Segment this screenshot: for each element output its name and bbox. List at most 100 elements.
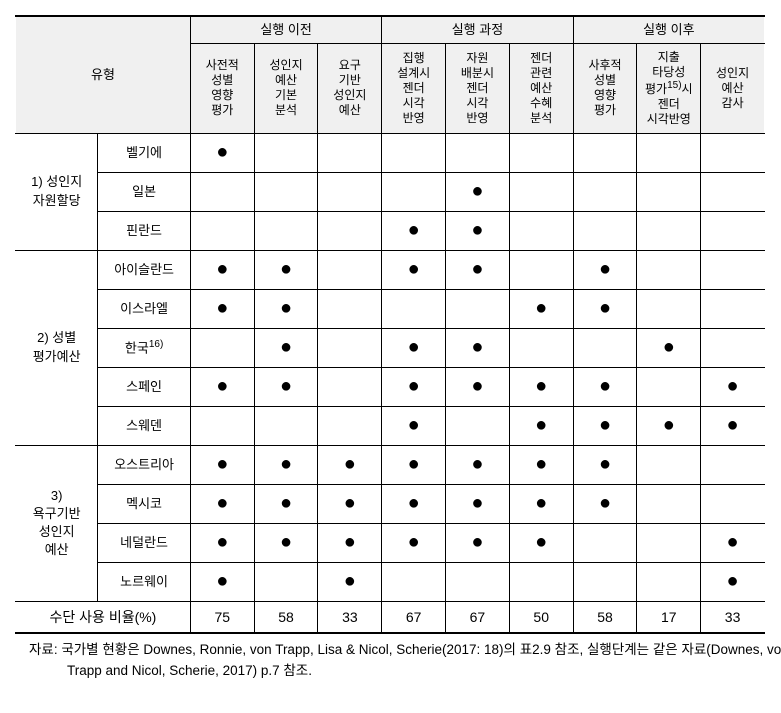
mark-cell: ● bbox=[318, 523, 382, 562]
country-cell: 핀란드 bbox=[98, 211, 191, 250]
mark-cell bbox=[637, 484, 701, 523]
mark-cell bbox=[573, 562, 637, 601]
dot-icon: ● bbox=[727, 375, 739, 397]
dot-icon: ● bbox=[216, 141, 228, 163]
mark-cell bbox=[509, 211, 573, 250]
mark-cell: ● bbox=[573, 445, 637, 484]
mark-cell bbox=[509, 172, 573, 211]
mark-cell bbox=[254, 211, 318, 250]
column-header: 성인지예산기본분석 bbox=[254, 43, 318, 133]
mark-cell: ● bbox=[509, 445, 573, 484]
mark-cell: ● bbox=[446, 328, 510, 367]
mark-cell bbox=[637, 289, 701, 328]
table-row: 멕시코●●●●●●● bbox=[16, 484, 765, 523]
mark-cell: ● bbox=[446, 445, 510, 484]
header-phase-after: 실행 이후 bbox=[573, 16, 764, 43]
mark-cell: ● bbox=[190, 484, 254, 523]
mark-cell bbox=[637, 445, 701, 484]
header-phase-before: 실행 이전 bbox=[190, 16, 381, 43]
mark-cell bbox=[254, 172, 318, 211]
dot-icon: ● bbox=[344, 570, 356, 592]
mark-cell bbox=[318, 367, 382, 406]
mark-cell: ● bbox=[637, 328, 701, 367]
table-row: 한국16)●●●● bbox=[16, 328, 765, 367]
mark-cell bbox=[254, 562, 318, 601]
mark-cell: ● bbox=[573, 250, 637, 289]
mark-cell bbox=[318, 328, 382, 367]
mark-cell: ● bbox=[701, 562, 765, 601]
mark-cell: ● bbox=[509, 406, 573, 445]
mark-cell bbox=[637, 367, 701, 406]
percent-value: 67 bbox=[446, 601, 510, 633]
table-row: 스페인●●●●●●● bbox=[16, 367, 765, 406]
dot-icon: ● bbox=[471, 453, 483, 475]
dot-icon: ● bbox=[599, 297, 611, 319]
table-row: 이스라엘●●●● bbox=[16, 289, 765, 328]
mark-cell bbox=[701, 211, 765, 250]
dot-icon: ● bbox=[663, 336, 675, 358]
table-body: 1) 성인지자원할당벨기에●일본●핀란드●●2) 성별평가예산아이슬란드●●●●… bbox=[16, 133, 765, 633]
mark-cell: ● bbox=[190, 250, 254, 289]
column-header: 집행설계시젠더시각반영 bbox=[382, 43, 446, 133]
mark-cell bbox=[573, 172, 637, 211]
dot-icon: ● bbox=[535, 414, 547, 436]
mark-cell bbox=[509, 328, 573, 367]
mark-cell: ● bbox=[254, 250, 318, 289]
mark-cell: ● bbox=[573, 367, 637, 406]
dot-icon: ● bbox=[471, 219, 483, 241]
percent-value: 17 bbox=[637, 601, 701, 633]
mark-cell: ● bbox=[382, 406, 446, 445]
dot-icon: ● bbox=[599, 375, 611, 397]
mark-cell bbox=[637, 133, 701, 172]
mark-cell bbox=[318, 172, 382, 211]
country-cell: 한국16) bbox=[98, 328, 191, 367]
mark-cell bbox=[573, 328, 637, 367]
mark-cell bbox=[254, 406, 318, 445]
mark-cell bbox=[637, 172, 701, 211]
mark-cell bbox=[637, 523, 701, 562]
mark-cell: ● bbox=[190, 367, 254, 406]
dot-icon: ● bbox=[471, 492, 483, 514]
mark-cell bbox=[318, 250, 382, 289]
source-citation: 자료: 국가별 현황은 Downes, Ronnie, von Trapp, L… bbox=[53, 640, 781, 682]
mark-cell: ● bbox=[318, 445, 382, 484]
mark-cell: ● bbox=[382, 211, 446, 250]
mark-cell bbox=[446, 562, 510, 601]
mark-cell: ● bbox=[573, 406, 637, 445]
mark-cell bbox=[637, 562, 701, 601]
mark-cell: ● bbox=[382, 484, 446, 523]
dot-icon: ● bbox=[535, 492, 547, 514]
dot-icon: ● bbox=[535, 531, 547, 553]
mark-cell bbox=[701, 172, 765, 211]
mark-cell: ● bbox=[318, 562, 382, 601]
percent-value: 33 bbox=[701, 601, 765, 633]
mark-cell bbox=[701, 250, 765, 289]
mark-cell bbox=[573, 523, 637, 562]
dot-icon: ● bbox=[280, 336, 292, 358]
mark-cell bbox=[382, 172, 446, 211]
column-header: 사전적성별영향평가 bbox=[190, 43, 254, 133]
mark-cell bbox=[382, 289, 446, 328]
column-header: 지출타당성평가15)시젠더시각반영 bbox=[637, 43, 701, 133]
dot-icon: ● bbox=[280, 375, 292, 397]
dot-icon: ● bbox=[408, 531, 420, 553]
mark-cell: ● bbox=[254, 289, 318, 328]
mark-cell: ● bbox=[509, 367, 573, 406]
type-group-label: 2) 성별평가예산 bbox=[16, 250, 98, 445]
mark-cell: ● bbox=[509, 484, 573, 523]
header-phase-during: 실행 과정 bbox=[382, 16, 573, 43]
dot-icon: ● bbox=[408, 414, 420, 436]
dot-icon: ● bbox=[535, 297, 547, 319]
source-text: 국가별 현황은 Downes, Ronnie, von Trapp, Lisa … bbox=[61, 642, 781, 678]
mark-cell bbox=[190, 328, 254, 367]
column-header: 성인지예산감사 bbox=[701, 43, 765, 133]
mark-cell bbox=[701, 445, 765, 484]
type-group-label: 1) 성인지자원할당 bbox=[16, 133, 98, 250]
dot-icon: ● bbox=[599, 414, 611, 436]
dot-icon: ● bbox=[280, 492, 292, 514]
mark-cell: ● bbox=[382, 523, 446, 562]
type-group-label: 3)욕구기반성인지예산 bbox=[16, 445, 98, 601]
mark-cell: ● bbox=[254, 523, 318, 562]
mark-cell bbox=[318, 133, 382, 172]
percent-value: 58 bbox=[254, 601, 318, 633]
